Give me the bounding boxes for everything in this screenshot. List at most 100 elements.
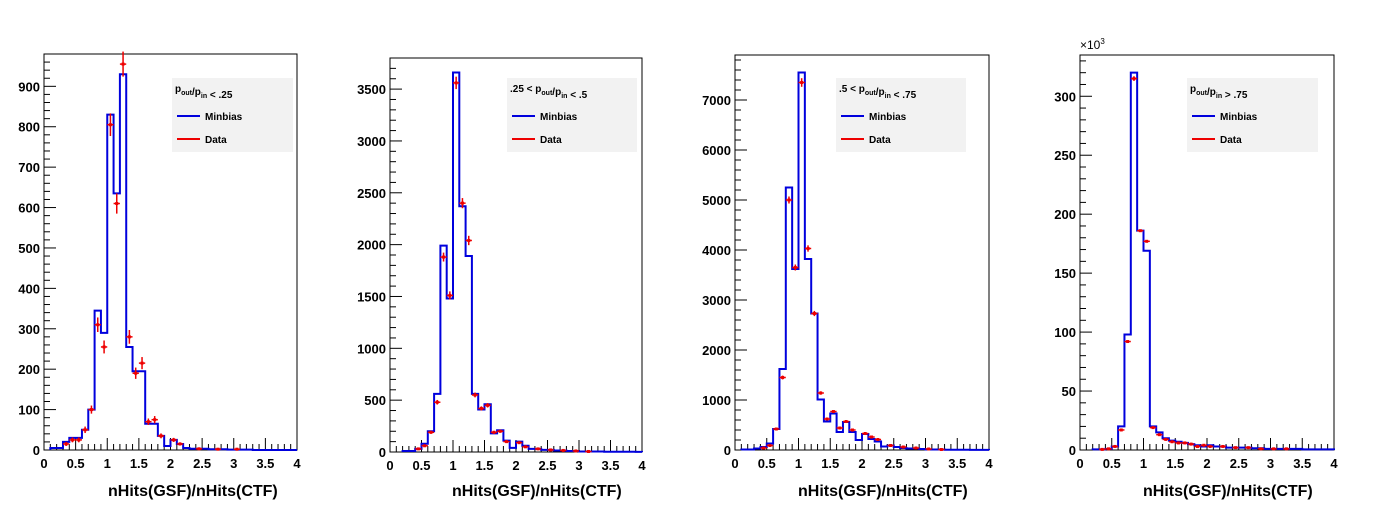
x-tick-label: 1 — [795, 456, 802, 471]
data-point-marker — [64, 442, 68, 446]
data-point — [138, 357, 146, 370]
data-point — [1156, 433, 1163, 437]
legend-label-minbias: Minbias — [205, 112, 243, 123]
x-axis-title: nHits(GSF)/nHits(CTF) — [798, 483, 968, 500]
legend-label-data: Data — [869, 135, 891, 146]
chart-panel-3: 0 0.5 1 1.5 2 2.5 3 3.5 4 0 1000 2000 3000 4000 5000 60… — [702, 54, 993, 500]
data-point-marker — [806, 247, 810, 250]
data-point — [1143, 239, 1150, 243]
data-point — [1257, 447, 1265, 451]
y-tick-label: 2000 — [702, 343, 731, 358]
data-point-marker — [793, 266, 797, 269]
y-tick-label: 200 — [1054, 207, 1076, 222]
data-point-marker — [1183, 441, 1187, 445]
data-point-marker — [876, 438, 880, 441]
data-point — [547, 448, 554, 452]
data-point-marker — [467, 238, 471, 242]
y-tick-label: 100 — [1054, 325, 1076, 340]
data-point-marker — [536, 447, 540, 451]
data-point-marker — [416, 447, 420, 451]
data-point — [1200, 443, 1207, 447]
data-point-marker — [838, 426, 842, 430]
data-point — [1130, 76, 1138, 81]
data-point-marker — [435, 400, 439, 404]
data-point — [804, 245, 812, 252]
data-point — [465, 235, 472, 246]
data-point — [1168, 440, 1176, 444]
data-point-marker — [140, 361, 144, 365]
data-point-marker — [197, 447, 201, 451]
data-point — [1124, 340, 1131, 344]
data-point-marker — [505, 440, 509, 444]
x-tick-label: 4 — [985, 456, 993, 471]
data-point — [81, 426, 89, 434]
data-point — [849, 428, 856, 432]
x-tick-label: 1.5 — [475, 458, 493, 473]
data-point — [836, 426, 843, 430]
data-point — [427, 430, 435, 434]
legend-label-minbias: Minbias — [1220, 112, 1258, 123]
data-point-marker — [819, 391, 823, 395]
x-tick-label: 2.5 — [885, 456, 903, 471]
legend-header-part: > .75 — [1222, 90, 1248, 101]
data-point-marker — [586, 449, 590, 453]
y-tick-label: 5000 — [702, 193, 731, 208]
legend-label-data: Data — [1220, 135, 1242, 146]
data-point-marker — [831, 410, 835, 413]
data-point — [1219, 444, 1227, 448]
data-point — [440, 252, 447, 262]
data-point-marker — [448, 293, 452, 297]
x-tick-label: 4 — [293, 456, 301, 471]
data-point — [113, 193, 120, 214]
y-tick-label: 1000 — [702, 393, 731, 408]
data-point-marker — [517, 441, 521, 445]
data-point — [798, 78, 805, 87]
legend-label-minbias: Minbias — [869, 112, 907, 123]
x-tick-label: 2.5 — [193, 456, 211, 471]
data-point — [107, 113, 114, 137]
y-tick-label: 600 — [18, 201, 40, 216]
data-point-marker — [442, 255, 446, 259]
data-point-marker — [1202, 443, 1206, 447]
x-axis-title: nHits(GSF)/nHits(CTF) — [108, 483, 278, 500]
data-point-marker — [153, 418, 157, 422]
data-point — [887, 444, 894, 447]
x-tick-label: 4 — [638, 458, 646, 473]
data-point — [62, 441, 70, 446]
data-point-marker — [781, 376, 785, 379]
legend-header-part: /p — [1207, 87, 1216, 98]
data-point-marker — [460, 201, 464, 205]
data-point-marker — [901, 445, 905, 449]
data-point-marker — [939, 448, 943, 451]
y-tick-label: 2500 — [357, 186, 386, 201]
data-point — [88, 405, 95, 414]
x-tick-label: 3 — [575, 458, 582, 473]
legend-header-subscript: out — [181, 90, 193, 97]
data-point — [773, 427, 780, 431]
data-point — [176, 442, 184, 446]
data-point-marker — [423, 444, 427, 448]
x-tick-label: 3 — [1267, 456, 1274, 471]
data-point-marker — [787, 198, 791, 202]
data-point-marker — [889, 444, 893, 447]
data-point — [842, 420, 850, 423]
data-point-marker — [825, 417, 829, 421]
data-point-marker — [498, 429, 502, 433]
data-point — [1111, 444, 1119, 448]
data-point-marker — [83, 428, 87, 432]
data-point — [868, 435, 875, 439]
y-tick-label: 250 — [1054, 148, 1076, 163]
data-point — [811, 310, 818, 317]
data-point — [119, 51, 127, 77]
x-tick-label: 0 — [386, 458, 393, 473]
data-point — [126, 329, 133, 344]
chart-panel-4: 0 0.5 1 1.5 2 2.5 3 3.5 4050100150200250300×103n… — [1054, 37, 1338, 500]
data-point — [478, 406, 485, 411]
x-tick-label: 2.5 — [1230, 456, 1248, 471]
data-point-marker — [1119, 428, 1123, 432]
data-point-marker — [549, 448, 553, 452]
data-point — [1194, 444, 1201, 448]
data-point — [1232, 446, 1239, 450]
x-tick-label: 0.5 — [758, 456, 776, 471]
legend-header-part: /p — [192, 87, 201, 98]
